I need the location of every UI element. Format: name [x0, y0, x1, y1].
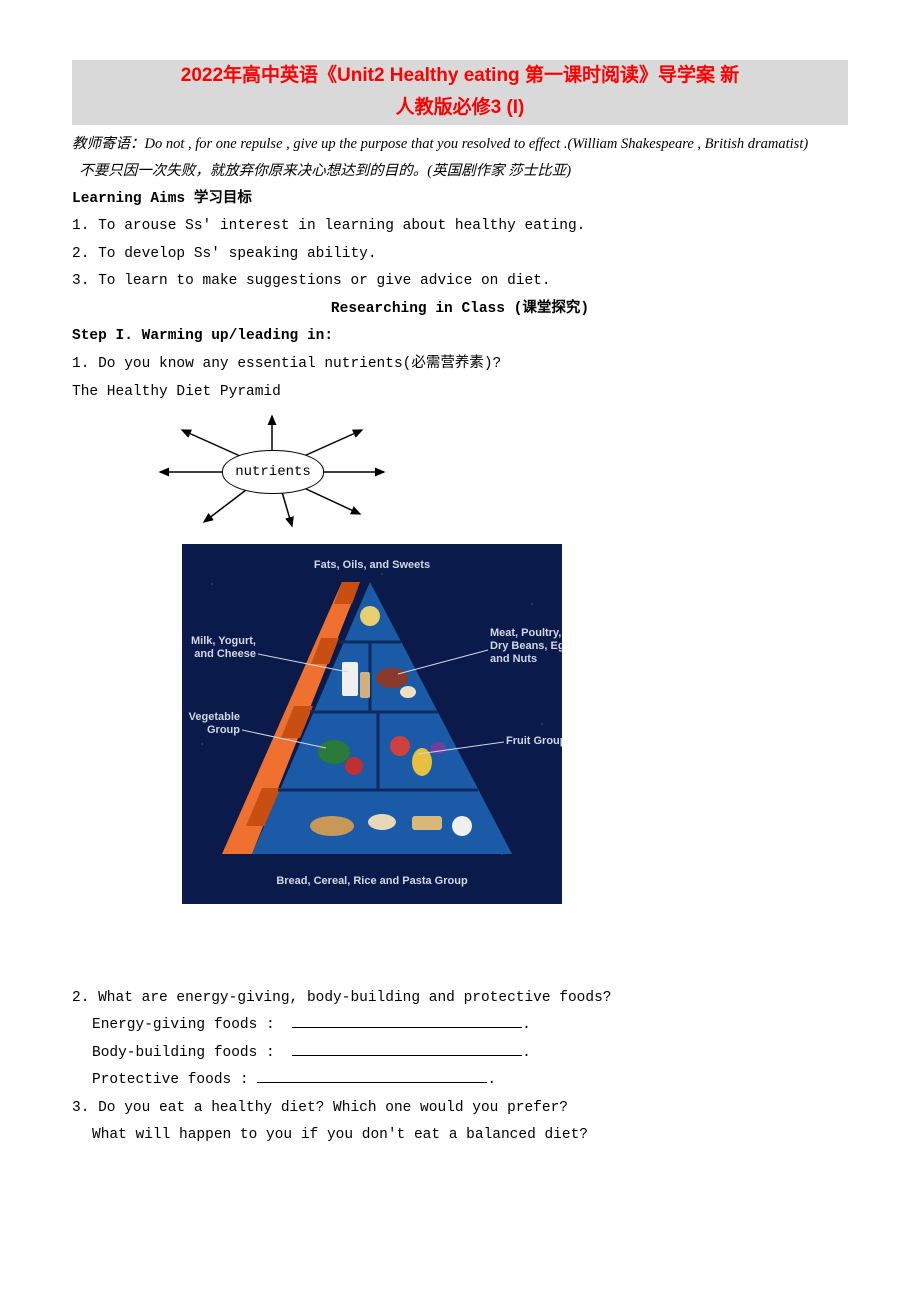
pyramid-label-text: The Healthy Diet Pyramid [72, 379, 848, 407]
q2-protective: Protective foods : . [72, 1067, 848, 1095]
food-pyramid: Fats, Oils, and Sweets [182, 544, 572, 915]
q2-protective-label: Protective foods : [92, 1072, 249, 1088]
blank-protective[interactable] [257, 1068, 487, 1084]
aim-2: 2. To develop Ss' speaking ability. [72, 241, 848, 269]
pyr-label-meat-a: Meat, Poultry, Fish, [490, 627, 562, 639]
q2-energy: Energy-giving foods : . [72, 1012, 848, 1040]
pyr-label-meat-b: Dry Beans, Eggs, [490, 640, 562, 652]
blank-energy[interactable] [292, 1013, 522, 1029]
quote-english: Do not , for one repulse , give up the p… [145, 136, 809, 152]
spacer [72, 925, 848, 985]
question-3a: 3. Do you eat a healthy diet? Which one … [72, 1095, 848, 1123]
teacher-quote-cn: 不要只因一次失败，就放弃你原来决心想达到的目的。(英国剧作家 莎士比亚) [72, 158, 848, 186]
pyr-label-bottom: Bread, Cereal, Rice and Pasta Group [276, 875, 468, 887]
research-head: Researching in Class (课堂探究) [72, 296, 848, 324]
pyr-label-meat-c: and Nuts [490, 653, 537, 665]
question-2: 2. What are energy-giving, body-building… [72, 985, 848, 1013]
q2-energy-label: Energy-giving foods : [92, 1017, 275, 1033]
step1-head: Step I. Warming up/leading in: [72, 323, 848, 351]
pyr-label-top: Fats, Oils, and Sweets [314, 559, 430, 571]
pyr-label-fruit: Fruit Group [506, 735, 562, 747]
question-3b: What will happen to you if you don't eat… [72, 1122, 848, 1150]
teacher-quote-en: 教师寄语：Do not , for one repulse , give up … [72, 131, 848, 159]
q2-body-label: Body-building foods : [92, 1045, 275, 1061]
pyr-label-milk-a: Milk, Yogurt, [191, 635, 256, 647]
pyr-label-veg-a: Vegetable [189, 711, 240, 723]
pyramid-svg: Fats, Oils, and Sweets [182, 544, 562, 904]
aim-1: 1. To arouse Ss' interest in learning ab… [72, 213, 848, 241]
pyr-label-veg-b: Group [207, 724, 240, 736]
question-1: 1. Do you know any essential nutrients(必… [72, 351, 848, 379]
nutrients-node: nutrients [222, 450, 324, 494]
learning-aims-head: Learning Aims 学习目标 [72, 186, 848, 214]
blank-body[interactable] [292, 1040, 522, 1056]
aim-3: 3. To learn to make suggestions or give … [72, 268, 848, 296]
doc-title-line2: 人教版必修3 (I) [72, 92, 848, 124]
doc-title-line1: 2022年高中英语《Unit2 Healthy eating 第一课时阅读》导学… [72, 60, 848, 92]
q2-body: Body-building foods : . [72, 1040, 848, 1068]
nutrients-diagram: nutrients [142, 410, 402, 530]
pyr-label-milk-b: and Cheese [194, 648, 256, 660]
teacher-msg-label: 教师寄语： [72, 136, 145, 152]
